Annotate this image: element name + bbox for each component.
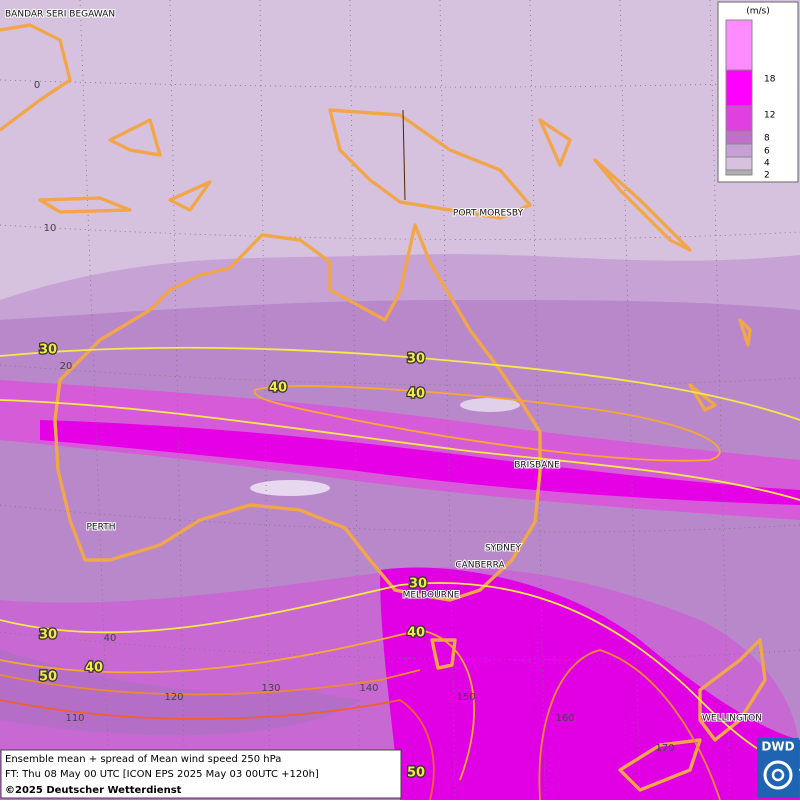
longitude-label: 150 bbox=[456, 692, 475, 703]
legend-level: 6 bbox=[764, 147, 770, 157]
contour-label: 40 bbox=[269, 381, 287, 396]
longitude-label: 130 bbox=[261, 683, 280, 694]
contour-label: 50 bbox=[39, 670, 57, 685]
city-label: SYDNEY bbox=[485, 544, 522, 554]
contour-label: 50 bbox=[407, 766, 425, 781]
legend-level: 2 bbox=[764, 171, 770, 181]
city-label: CANBERRA bbox=[455, 561, 505, 571]
legend-unit: (m/s) bbox=[746, 7, 770, 17]
latitude-label: 40 bbox=[104, 633, 117, 644]
city-label: BANDAR SERI BEGAWAN bbox=[5, 10, 115, 20]
field bbox=[40, 420, 800, 505]
contour-label: 30 bbox=[39, 628, 57, 643]
coastlines bbox=[0, 23, 767, 792]
contours bbox=[0, 346, 800, 801]
longitude-label: 140 bbox=[359, 683, 378, 694]
field bbox=[250, 480, 330, 496]
legend-level: 12 bbox=[764, 111, 775, 121]
info-text: FT: Thu 08 May 00 UTC [ICON EPS 2025 May… bbox=[5, 769, 319, 780]
city-label: WELLINGTON bbox=[702, 714, 762, 724]
legend-level: 18 bbox=[764, 75, 776, 85]
contour-label: 30 bbox=[407, 352, 425, 367]
city-label: PERTH bbox=[87, 523, 116, 533]
latitude-label: 10 bbox=[44, 223, 57, 234]
info-text: Ensemble mean + spread of Mean wind spee… bbox=[5, 754, 281, 765]
city-label: MELBOURNE bbox=[403, 591, 460, 601]
legend: (m/s) 18 12 8 6 4 2 bbox=[717, 1, 799, 183]
contour-label: 30 bbox=[409, 577, 427, 592]
logo-text: DWD bbox=[761, 740, 794, 754]
copyright: ©2025 Deutscher Wetterdienst bbox=[5, 785, 182, 796]
contour-label: 40 bbox=[85, 661, 103, 676]
latitude-label: 20 bbox=[60, 361, 73, 372]
field bbox=[460, 398, 520, 412]
legend-level: 8 bbox=[764, 134, 770, 144]
latitude-label: 0 bbox=[34, 80, 40, 91]
longitude-label: 160 bbox=[555, 713, 574, 724]
info-box: Ensemble mean + spread of Mean wind spee… bbox=[0, 749, 402, 799]
contour-label: 40 bbox=[407, 626, 425, 641]
longitude-label: 110 bbox=[65, 713, 84, 724]
contour-label: 30 bbox=[39, 343, 57, 358]
longitude-label: 120 bbox=[164, 692, 183, 703]
city-label: BRISBANE bbox=[514, 461, 560, 471]
contour-label: 40 bbox=[407, 387, 425, 402]
logo: DWD bbox=[757, 738, 799, 798]
legend-level: 4 bbox=[764, 159, 770, 169]
longitude-label: 170 bbox=[655, 743, 674, 754]
city-label: PORT MORESBY bbox=[453, 209, 524, 219]
